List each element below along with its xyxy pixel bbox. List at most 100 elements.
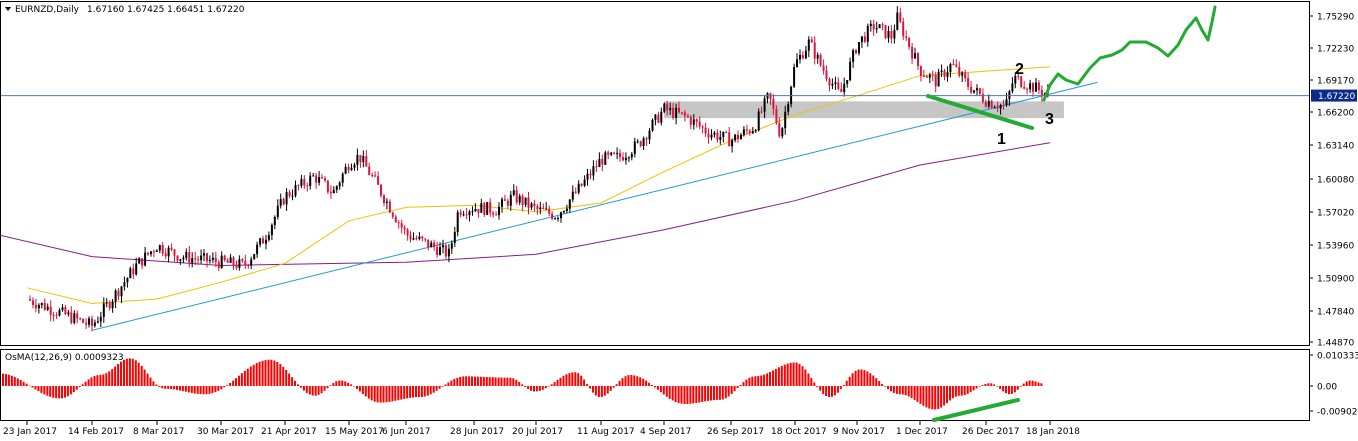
osma-bar [571, 372, 574, 386]
candle-body [560, 212, 562, 219]
osma-bar [1005, 386, 1007, 394]
osma-bar [479, 376, 482, 386]
candle-body [1040, 90, 1043, 96]
osma-bar [651, 385, 653, 386]
osma-bar [140, 365, 143, 386]
osma-bar [890, 386, 892, 392]
osma-bar [105, 373, 108, 386]
osma-bar [217, 386, 220, 391]
candle-body [928, 74, 931, 78]
osma-bar [857, 369, 860, 386]
candle-body [828, 79, 831, 86]
osma-bar [1008, 386, 1010, 395]
osma-bar [114, 366, 117, 386]
candle-body [837, 82, 840, 89]
osma-bar [866, 371, 869, 386]
candle-body [1014, 75, 1017, 84]
candle-body [385, 201, 388, 203]
candle-body [315, 175, 318, 183]
osma-bar [506, 377, 509, 386]
candle-body [93, 322, 96, 326]
osma-bar [497, 377, 500, 386]
osma-bar [538, 386, 541, 391]
candle-body [1032, 83, 1034, 92]
candle-body [229, 257, 232, 263]
candle-body [978, 88, 981, 94]
osma-bar [1031, 380, 1034, 386]
osma-bar [745, 379, 748, 386]
osma-bar [235, 378, 237, 386]
candle-body [34, 304, 37, 309]
osma-bar [612, 386, 615, 388]
osma-bar [258, 361, 261, 386]
osma-bar [288, 373, 291, 386]
osma-bar [937, 386, 940, 409]
osma-bar [757, 376, 760, 386]
osma-bar [246, 368, 249, 386]
candle-body [182, 257, 185, 260]
candle-body [200, 255, 203, 261]
osma-bar [356, 386, 358, 389]
candle-body [663, 103, 666, 112]
osma-bar [338, 380, 341, 386]
osma-bar [1034, 381, 1037, 386]
candle-body [787, 104, 790, 112]
candle-body [400, 223, 403, 228]
candle-body [639, 141, 642, 146]
candle-body [61, 307, 64, 311]
candle-body [619, 152, 621, 158]
date-tick-label: 30 Mar 2017 [197, 427, 254, 437]
osma-bar [503, 377, 506, 386]
osma-bar [925, 386, 928, 408]
candle-body [341, 173, 344, 183]
osma-bar [695, 386, 698, 403]
candle-body [642, 138, 645, 146]
candle-body [518, 196, 521, 203]
candle-body [477, 209, 480, 213]
candle-body [784, 111, 787, 129]
candle-body [1023, 87, 1026, 89]
candle-body [32, 300, 34, 305]
candle-body [365, 156, 368, 167]
osma-bar [367, 386, 370, 399]
candle-body [76, 313, 79, 319]
candle-body [144, 252, 147, 266]
candle-body [654, 114, 657, 120]
candle-body [551, 213, 554, 219]
candle-body [866, 26, 869, 42]
candle-body [973, 90, 975, 93]
ohlc-readout: 1.67160 1.67425 1.66451 1.67220 [87, 5, 245, 15]
candle-body [415, 238, 418, 240]
osma-bar [323, 386, 326, 391]
candle-body [474, 209, 477, 212]
osma-bar [22, 381, 25, 386]
osma-bar [662, 386, 665, 395]
osma-bar [922, 386, 925, 406]
osma-bar [798, 363, 801, 386]
candle-body [197, 259, 200, 261]
price-axis: 1.75290 1.72230 1.69170 1.66200 1.63140 1.600… [1309, 13, 1354, 349]
candle-body [716, 132, 719, 140]
osma-bar [111, 369, 114, 386]
candle-body [167, 247, 170, 257]
triangle-down-icon[interactable] [5, 7, 11, 11]
osma-bar [609, 386, 612, 391]
osma-bar [297, 384, 299, 386]
date-tick-label: 4 Sep 2017 [640, 427, 691, 437]
candle-body [326, 180, 329, 192]
osma-bar [592, 386, 594, 393]
osma-bar [31, 386, 34, 388]
osma-bar [329, 385, 332, 386]
osma-bar [438, 386, 441, 389]
osma-bar [376, 386, 379, 403]
date-tick-label: 11 Aug 2017 [577, 427, 635, 437]
candle-body [267, 235, 270, 240]
osma-bar [406, 386, 409, 399]
osma-bar [61, 386, 63, 399]
osma-bar [341, 380, 344, 386]
candle-body [241, 259, 244, 261]
candle-body [309, 175, 312, 186]
osma-bar [320, 386, 323, 394]
osma-bar [751, 376, 754, 386]
osma-bar [772, 370, 774, 386]
